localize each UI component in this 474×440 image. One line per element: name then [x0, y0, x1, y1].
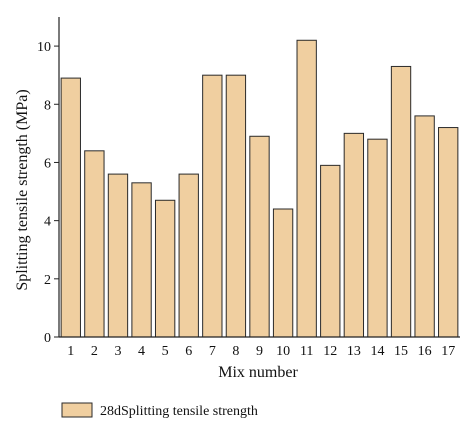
- y-tick-label: 6: [44, 156, 51, 171]
- bar-mix-3: [107, 173, 129, 338]
- bar-mix-5: [154, 199, 176, 338]
- bar-mix-14: [367, 138, 388, 338]
- x-tick-label: 7: [209, 344, 216, 359]
- y-tick-label: 10: [37, 40, 51, 55]
- legend: 28dSplitting tensile strength: [61, 402, 258, 419]
- y-axis-title: Splitting tensile strength (MPa): [14, 89, 31, 290]
- bar-mix-16: [414, 115, 435, 338]
- x-tick-label: 17: [441, 344, 455, 359]
- legend-swatch: [61, 402, 93, 418]
- bar-mix-15: [390, 65, 412, 338]
- y-tick-label: 2: [44, 273, 51, 288]
- x-ticks-group: 1 2 3 4 5 6 7 8 9 10 11 12 13 14 15 16 17: [67, 344, 455, 359]
- x-tick-label: 2: [91, 344, 98, 359]
- bar-mix-6: [178, 173, 199, 338]
- x-tick-label: 5: [162, 344, 169, 359]
- bar-mix-11: [296, 39, 317, 338]
- bar-mix-12: [320, 164, 341, 338]
- bar-mix-17: [438, 127, 459, 338]
- bars-group: [60, 39, 459, 338]
- y-tick-label: 0: [44, 331, 51, 346]
- x-tick-label: 10: [276, 344, 290, 359]
- x-tick-label: 13: [347, 344, 361, 359]
- x-tick-label: 1: [67, 344, 74, 359]
- x-tick-label: 16: [418, 344, 432, 359]
- bar-mix-9: [249, 135, 270, 338]
- bar-mix-8: [225, 74, 247, 338]
- x-tick-label: 8: [232, 344, 239, 359]
- x-tick-label: 15: [394, 344, 408, 359]
- x-tick-label: 4: [138, 344, 145, 359]
- y-ticks-group: 0 2 4 6 8 10: [37, 40, 59, 346]
- x-tick-label: 14: [370, 344, 384, 359]
- bar-mix-7: [202, 74, 223, 338]
- y-tick-label: 8: [44, 98, 51, 113]
- legend-label: 28dSplitting tensile strength: [100, 404, 258, 419]
- bar-mix-4: [131, 182, 152, 338]
- x-axis-title: Mix number: [218, 364, 298, 381]
- bar-mix-10: [272, 208, 294, 338]
- y-tick-label: 4: [44, 215, 51, 230]
- x-tick-label: 9: [256, 344, 263, 359]
- x-tick-label: 11: [300, 344, 313, 359]
- bar-mix-1: [60, 77, 81, 338]
- bar-mix-2: [84, 150, 105, 338]
- x-tick-label: 3: [114, 344, 121, 359]
- x-tick-label: 12: [323, 344, 337, 359]
- x-tick-label: 6: [185, 344, 192, 359]
- bar-mix-13: [343, 132, 365, 338]
